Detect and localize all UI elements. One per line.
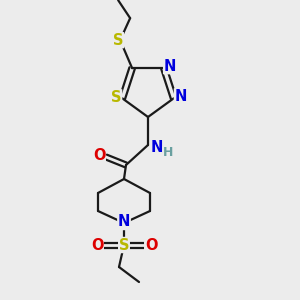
Text: S: S xyxy=(113,33,123,48)
Text: N: N xyxy=(164,59,176,74)
Text: O: O xyxy=(93,148,105,164)
Text: N: N xyxy=(118,214,130,230)
Text: S: S xyxy=(119,238,129,253)
Text: S: S xyxy=(111,90,122,105)
Text: N: N xyxy=(151,140,163,154)
Text: O: O xyxy=(91,238,103,253)
Text: O: O xyxy=(145,238,157,253)
Text: H: H xyxy=(163,146,173,160)
Text: N: N xyxy=(175,89,187,104)
